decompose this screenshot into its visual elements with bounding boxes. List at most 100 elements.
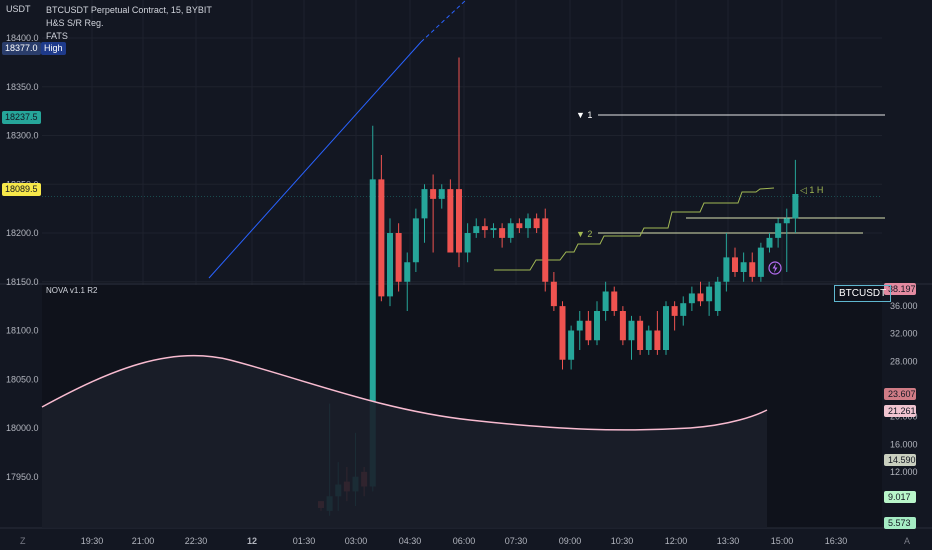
time-tick-label: 21:00 bbox=[132, 536, 155, 546]
trendline-extension[interactable] bbox=[420, 0, 467, 43]
candle-body bbox=[594, 311, 600, 341]
indicator-value-tag: 9.017 bbox=[884, 491, 916, 503]
candle-body bbox=[740, 262, 747, 272]
time-tick-label: 22:30 bbox=[185, 536, 208, 546]
indicator-tick-label: 16.000 bbox=[890, 439, 918, 449]
candle-body bbox=[525, 218, 531, 229]
high-label: High bbox=[41, 42, 66, 55]
candle bbox=[740, 252, 747, 282]
candle bbox=[387, 218, 393, 307]
nova-area bbox=[42, 355, 767, 528]
candle-body bbox=[749, 262, 756, 277]
candle-body bbox=[404, 262, 411, 282]
candle-body bbox=[490, 228, 497, 231]
candle bbox=[671, 301, 678, 331]
candle bbox=[783, 208, 790, 272]
candle bbox=[654, 311, 661, 355]
candle-body bbox=[671, 306, 678, 316]
candle bbox=[395, 223, 402, 292]
candle bbox=[542, 208, 549, 292]
candle-body bbox=[559, 306, 566, 360]
indicator-fats[interactable]: FATS bbox=[46, 31, 68, 41]
candle bbox=[456, 57, 462, 268]
candle bbox=[464, 223, 471, 263]
lightning-icon[interactable] bbox=[768, 261, 782, 275]
candle bbox=[378, 155, 385, 302]
candle bbox=[757, 242, 764, 282]
candle bbox=[628, 315, 635, 360]
candle bbox=[550, 272, 557, 311]
candle bbox=[525, 213, 531, 238]
auto-scale-control[interactable]: A bbox=[904, 536, 910, 546]
candle-body bbox=[395, 233, 402, 282]
timeframe-marker: ◁ 1 H bbox=[800, 185, 823, 195]
indicator-value-tag-bg bbox=[884, 517, 916, 529]
candle-body bbox=[533, 218, 540, 229]
indicator-value-tag-bg bbox=[884, 405, 916, 417]
time-axis[interactable]: 19:30 21:00 22:30 12 01:30 03:00 04:30 06:00 07:… bbox=[20, 536, 910, 546]
indicator-pane-title[interactable]: NOVA v1.1 R2 bbox=[46, 286, 98, 295]
candle-body bbox=[775, 223, 782, 238]
candle-body bbox=[369, 179, 376, 487]
candle-body bbox=[723, 257, 730, 282]
candle bbox=[680, 296, 687, 326]
candle bbox=[645, 325, 652, 355]
level-1-marker[interactable]: ▼ 1 bbox=[576, 110, 592, 120]
symbol-title[interactable]: BTCUSDT Perpetual Contract, 15, BYBIT bbox=[46, 5, 212, 15]
candle-body bbox=[663, 306, 669, 350]
candle-body bbox=[766, 237, 773, 248]
price-tick-label: 18350.0 bbox=[6, 82, 39, 92]
level-2-marker[interactable]: ▼ 2 bbox=[576, 229, 592, 239]
candle-body bbox=[654, 330, 661, 350]
price-tick-label: 18300.0 bbox=[6, 131, 39, 141]
candle-body bbox=[697, 293, 704, 302]
candle bbox=[723, 233, 730, 292]
price-tick-label: 18050.0 bbox=[6, 374, 39, 384]
candle-body bbox=[387, 233, 393, 297]
indicator-tick-label: 12.000 bbox=[890, 467, 918, 477]
indicator-value-tag: 21.261 bbox=[884, 405, 916, 417]
candle bbox=[714, 276, 721, 316]
candle-body bbox=[783, 218, 790, 224]
symbol-badge: BTCUSDT bbox=[834, 285, 892, 302]
trendline-solid[interactable] bbox=[208, 41, 422, 279]
candle bbox=[663, 301, 669, 355]
time-tick-label: 09:00 bbox=[559, 536, 582, 546]
candle bbox=[749, 252, 756, 282]
time-tick-label: 12 bbox=[247, 536, 257, 546]
candle bbox=[412, 208, 419, 272]
candle bbox=[404, 252, 411, 311]
candle bbox=[507, 218, 514, 243]
candle bbox=[447, 179, 454, 253]
candle-body bbox=[602, 291, 609, 311]
candle bbox=[611, 286, 618, 316]
indicator-hs-sr[interactable]: H&S S/R Reg. bbox=[46, 18, 104, 28]
price-tick-label: 18150.0 bbox=[6, 277, 39, 287]
candle-body bbox=[637, 320, 644, 350]
price-tick-label: 18100.0 bbox=[6, 326, 39, 336]
candle bbox=[533, 213, 540, 233]
zoom-control[interactable]: Z bbox=[20, 536, 26, 546]
candle bbox=[490, 223, 497, 238]
trendline[interactable] bbox=[208, 0, 467, 279]
candle bbox=[481, 218, 488, 238]
candle-body bbox=[645, 330, 652, 350]
price-tick-label: 18000.0 bbox=[6, 423, 39, 433]
indicator-value-tag-text: 21.261 bbox=[888, 406, 916, 416]
candle bbox=[637, 315, 644, 355]
candle bbox=[602, 281, 609, 321]
fats-step-line bbox=[494, 187, 775, 271]
candle-body bbox=[378, 179, 385, 297]
indicator-value-tag: 38.197 bbox=[884, 283, 916, 295]
candle-body bbox=[438, 189, 445, 199]
candle bbox=[619, 306, 626, 346]
candle-body bbox=[481, 226, 488, 231]
candle-body bbox=[499, 228, 506, 238]
candle-body bbox=[412, 218, 419, 263]
candle-body bbox=[585, 320, 592, 341]
time-tick-label: 04:30 bbox=[399, 536, 422, 546]
indicator-value-tag-text: 38.197 bbox=[888, 284, 916, 294]
indicator-value-tag-text: 5.573 bbox=[888, 518, 911, 528]
candle bbox=[430, 174, 437, 253]
